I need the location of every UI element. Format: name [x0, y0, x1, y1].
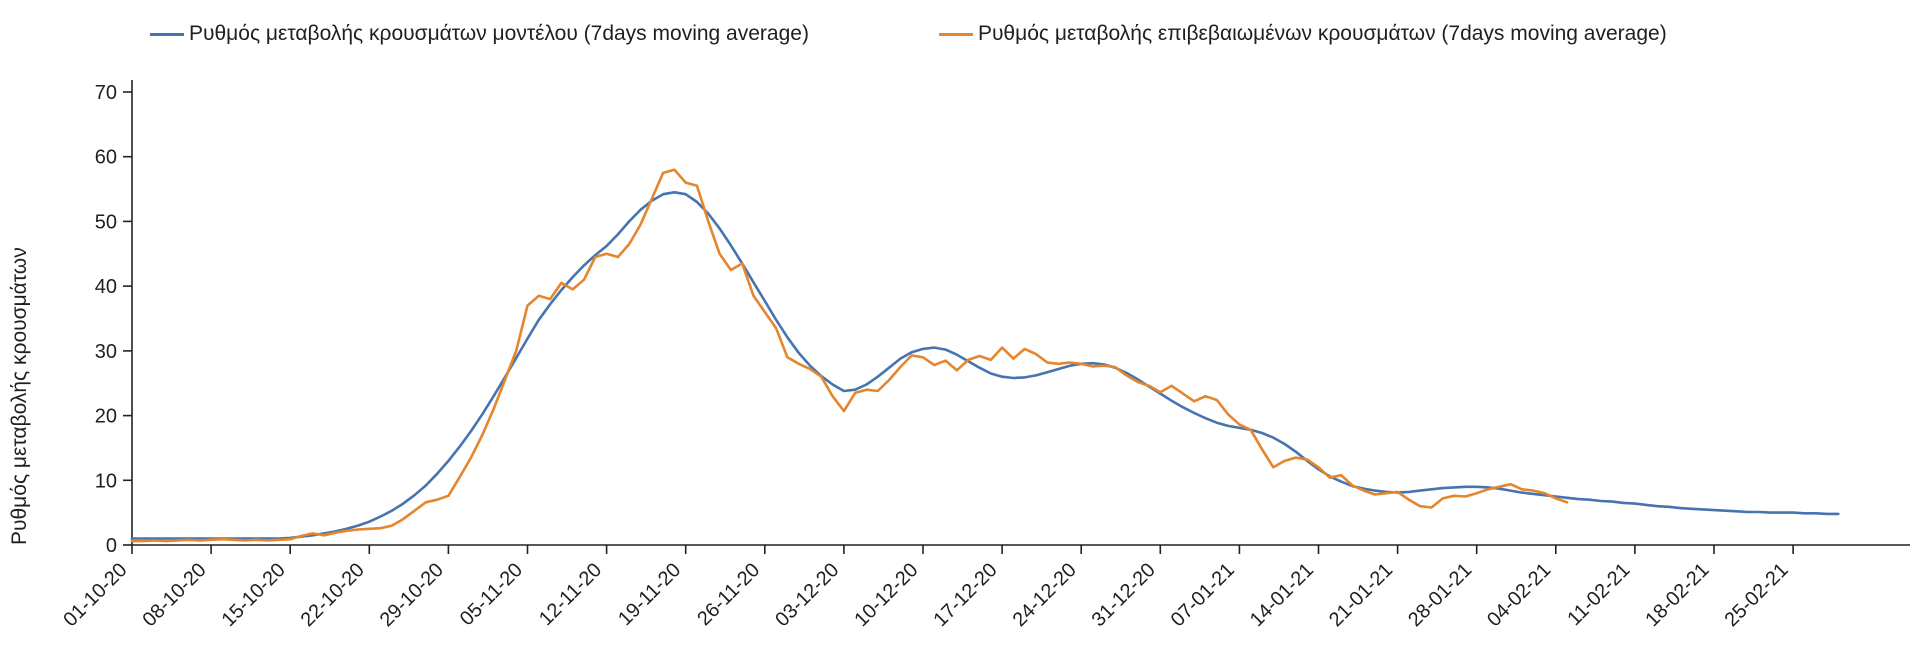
legend-swatch-confirmed [938, 32, 973, 36]
x-tick-label: 26-11-20 [693, 559, 764, 630]
x-tick-label: 11-02-21 [1563, 559, 1634, 630]
x-tick-label: 01-10-20 [59, 559, 131, 631]
x-tick-label: 04-02-21 [1483, 559, 1555, 631]
x-tick-label: 03-12-20 [771, 559, 843, 631]
legend-swatch-model [150, 32, 184, 36]
x-tick-label: 08-10-20 [138, 559, 210, 631]
x-tick-label: 22-10-20 [297, 559, 369, 631]
x-tick-label: 17-12-20 [929, 559, 1001, 631]
x-tick-label: 21-01-21 [1325, 559, 1397, 631]
x-tick-label: 31-12-20 [1088, 559, 1160, 631]
series-line-confirmed [130, 168, 1569, 543]
chart-legend: Ρυθμός μεταβολής κρουσμάτων μοντέλου (7d… [150, 22, 1667, 46]
y-tick-label: 40 [95, 276, 117, 298]
legend-item-model: Ρυθμός μεταβολής κρουσμάτων μοντέλου (7d… [150, 22, 809, 46]
x-axis: 01-10-20 08-10-20 15-10-20 22-10-20 29-10-20… [59, 544, 1910, 631]
x-tick-label: 07-01-21 [1167, 559, 1239, 631]
x-tick-label: 05-11-20 [456, 559, 527, 630]
x-tick-label: 18-02-21 [1641, 559, 1713, 631]
legend-label-model: Ρυθμός μεταβολής κρουσμάτων μοντέλου (7d… [189, 22, 809, 45]
y-axis-title: Ρυθμός μεταβολής κρουσμάτων [8, 247, 31, 545]
y-tick-label: 20 [95, 406, 117, 428]
x-tick-label: 15-10-20 [218, 559, 290, 631]
y-axis: 0 10 20 30 40 50 60 70 [95, 80, 133, 557]
y-tick-label: 10 [95, 470, 117, 492]
y-tick-label: 0 [106, 535, 117, 557]
legend-label-confirmed: Ρυθμός μεταβολής επιβεβαιωμένων κρουσμάτ… [977, 22, 1667, 45]
y-tick-label: 30 [95, 341, 117, 363]
legend-item-confirmed: Ρυθμός μεταβολής επιβεβαιωμένων κρουσμάτ… [938, 22, 1667, 46]
y-tick-label: 60 [95, 147, 117, 169]
x-tick-label: 10-12-20 [850, 559, 922, 631]
x-tick-label: 25-02-21 [1720, 559, 1792, 631]
x-tick-label: 28-01-21 [1404, 559, 1476, 631]
y-tick-label: 50 [95, 211, 117, 233]
series-line-model [130, 191, 1840, 540]
x-tick-label: 12-11-20 [535, 559, 606, 630]
x-tick-label: 29-10-20 [376, 559, 448, 631]
y-tick-label: 70 [95, 82, 117, 104]
x-tick-label: 14-01-21 [1246, 559, 1318, 631]
x-tick-label: 19-11-20 [614, 559, 685, 630]
x-tick-label: 24-12-20 [1009, 559, 1081, 631]
